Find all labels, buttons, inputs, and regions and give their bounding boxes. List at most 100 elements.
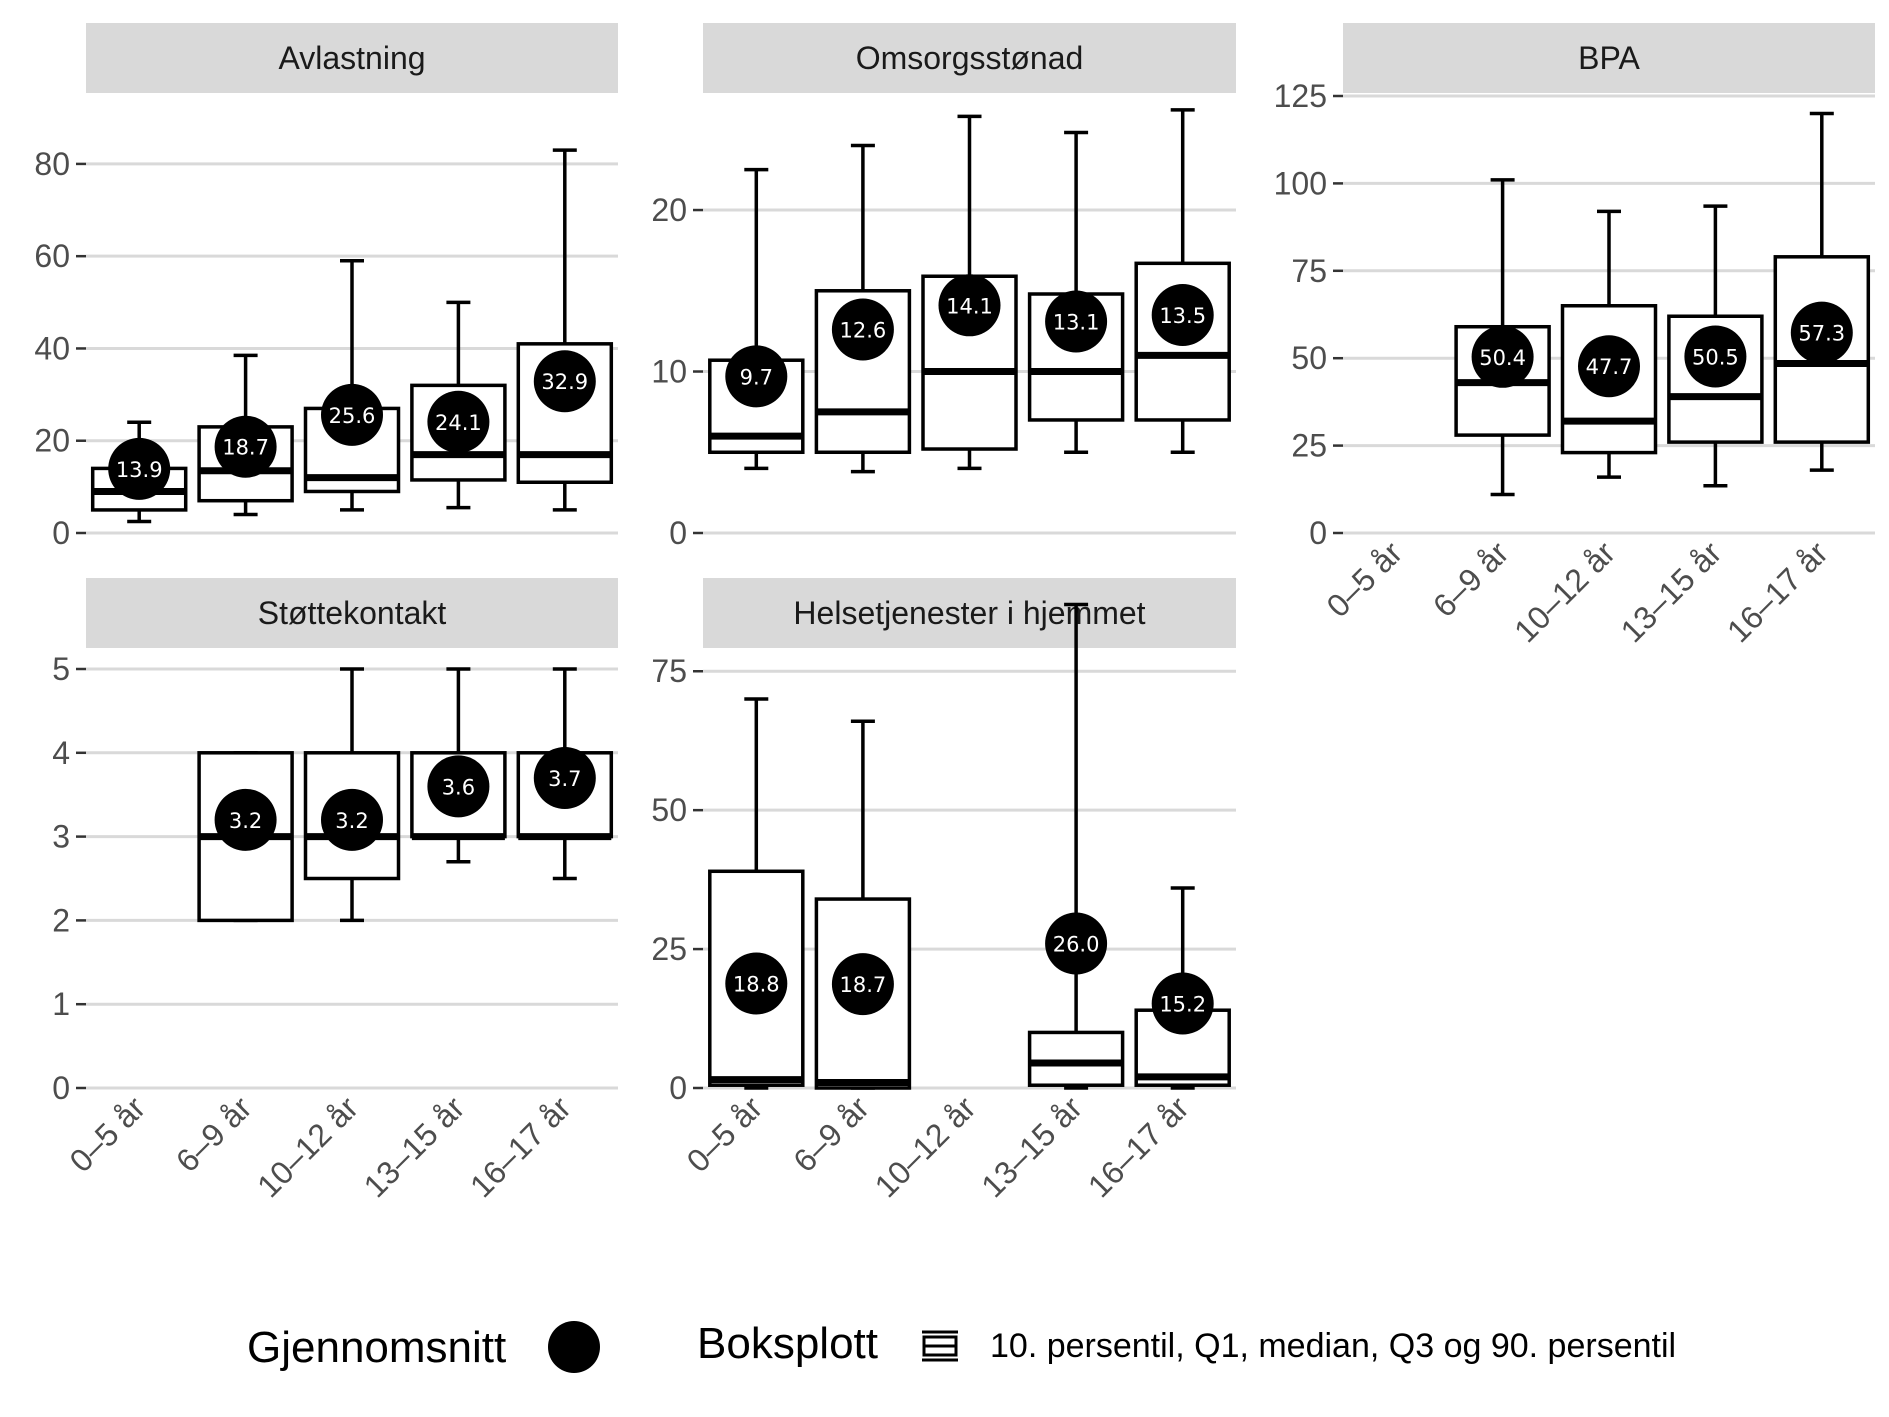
strip-label-helsetjenester-i-hjemmet: Helsetjenester i hjemmet [793, 595, 1145, 631]
legend-box-title: Boksplott [697, 1319, 878, 1368]
y-tick-label: 2 [52, 902, 70, 938]
mean-point [938, 274, 1001, 337]
mean-label: 24.1 [435, 411, 482, 435]
panel-omsorgsst-nad: Omsorgsstønad 0 10 20 9.7 12.6 14.1 13.1 13.5 [651, 23, 1236, 551]
mean-label: 13.5 [1159, 304, 1206, 328]
y-tick-label: 75 [651, 653, 687, 689]
boxplot-6-9-a-r: 18.7 [197, 353, 294, 517]
boxplot-10-12-a-r: 47.7 [1560, 209, 1658, 479]
mean-point [1684, 325, 1747, 388]
mean-point [214, 415, 277, 478]
boxplot-13-15-a-r: 13.1 [1027, 130, 1125, 455]
y-tick-label: 0 [669, 515, 687, 551]
mean-point [1045, 290, 1108, 353]
y-tick-label: 0 [52, 515, 70, 551]
mean-point [321, 788, 383, 851]
boxplot-16-17-a-r: 3.7 [516, 667, 614, 881]
strip-omsorgsst-nad [703, 23, 1236, 93]
mean-point [1151, 284, 1214, 346]
boxplot-16-17-a-r: 13.5 [1134, 108, 1231, 455]
legend-box-description: 10. persentil, Q1, median, Q3 og 90. per… [990, 1327, 1676, 1365]
y-tick-label: 3 [52, 819, 70, 855]
legend-box-key [922, 1330, 958, 1362]
legend: Gjennomsnitt Boksplott 10. persentil, Q1, … [247, 1319, 1676, 1373]
boxplot-13-15-a-r: 26.0 [1027, 602, 1125, 1090]
boxplot-10-12-a-r: 25.6 [303, 259, 401, 512]
boxplot-10-12-a-r: 14.1 [921, 114, 1018, 471]
strip-st-ttekontakt [86, 578, 618, 648]
boxplot-0-5-a-r: 9.7 [708, 167, 805, 471]
mean-label: 18.7 [222, 436, 269, 460]
mean-point [533, 350, 596, 413]
mean-label: 32.9 [541, 370, 588, 394]
boxplot-16-17-a-r: 15.2 [1134, 886, 1231, 1090]
y-tick-label: 20 [34, 423, 70, 459]
mean-point [321, 383, 383, 446]
boxplot-6-9-a-r: 12.6 [814, 143, 912, 474]
y-tick-label: 25 [1291, 428, 1327, 464]
y-tick-label: 10 [651, 354, 687, 390]
mean-label: 47.7 [1586, 355, 1633, 379]
box-iqr [1027, 1030, 1125, 1087]
boxplot-10-12-a-r: 3.2 [303, 667, 401, 923]
strip-label-bpa: BPA [1578, 40, 1640, 76]
mean-label: 25.6 [329, 404, 376, 428]
panel-avlastning: Avlastning 0 20 40 60 80 13.9 18.7 25.6 24.1 32.9 [34, 23, 618, 551]
boxplot-16-17-a-r: 57.3 [1773, 111, 1871, 472]
y-tick-label: 50 [651, 792, 687, 828]
mean-point [533, 746, 596, 809]
strip-label-omsorgsst-nad: Omsorgsstønad [856, 40, 1084, 76]
boxplot-6-9-a-r: 50.4 [1454, 178, 1551, 497]
y-tick-label: 1 [52, 986, 70, 1022]
mean-label: 13.1 [1053, 310, 1100, 334]
mean-label: 50.5 [1692, 345, 1739, 369]
y-tick-label: 40 [34, 330, 70, 366]
y-tick-label: 80 [34, 146, 70, 182]
mean-label: 9.7 [740, 365, 773, 389]
y-tick-label: 60 [34, 238, 70, 274]
y-tick-label: 0 [1309, 515, 1327, 551]
boxplot-13-15-a-r: 50.5 [1667, 204, 1764, 488]
legend-mean-title: Gjennomsnitt [247, 1323, 506, 1372]
strip-avlastning [86, 23, 618, 93]
y-tick-label: 0 [52, 1070, 70, 1106]
boxplot-0-5-a-r: 13.9 [90, 420, 188, 524]
mean-label: 3.2 [229, 809, 262, 833]
mean-label: 14.1 [946, 294, 993, 318]
mean-label: 3.6 [442, 775, 475, 799]
mean-label: 15.2 [1159, 993, 1206, 1017]
strip-label-st-ttekontakt: Støttekontakt [258, 595, 447, 631]
mean-label: 13.9 [116, 458, 163, 482]
y-tick-label: 20 [651, 192, 687, 228]
mean-point [831, 298, 894, 361]
mean-point [108, 437, 171, 500]
mean-point [214, 788, 277, 851]
mean-point [1151, 972, 1214, 1035]
y-tick-label: 0 [669, 1070, 687, 1106]
mean-point [831, 953, 894, 1016]
mean-label: 18.8 [733, 973, 780, 997]
y-tick-label: 5 [52, 651, 70, 687]
mean-point [1578, 335, 1640, 398]
boxplot-6-9-a-r: 3.2 [197, 751, 294, 923]
strip-helsetjenester-i-hjemmet [703, 578, 1236, 648]
boxplot-13-15-a-r: 3.6 [410, 667, 507, 864]
y-tick-label: 50 [1291, 340, 1327, 376]
boxplot-16-17-a-r: 32.9 [516, 148, 614, 512]
mean-point [1471, 325, 1534, 388]
boxplot-13-15-a-r: 24.1 [410, 300, 507, 510]
y-tick-label: 100 [1274, 165, 1327, 201]
mean-label: 26.0 [1053, 933, 1100, 957]
y-tick-label: 125 [1274, 78, 1327, 114]
mean-point [1790, 301, 1853, 364]
mean-label: 12.6 [840, 319, 887, 343]
y-tick-label: 75 [1291, 253, 1327, 289]
strip-label-avlastning: Avlastning [278, 40, 425, 76]
mean-label: 3.7 [548, 767, 581, 791]
boxplot-6-9-a-r: 18.7 [814, 719, 912, 1090]
strip-bpa [1343, 23, 1875, 93]
